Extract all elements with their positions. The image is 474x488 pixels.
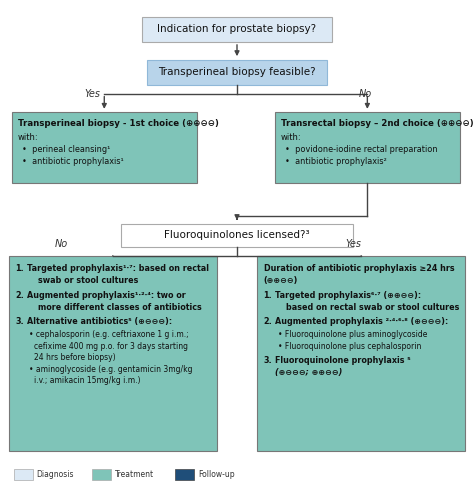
Text: No: No	[358, 89, 372, 99]
Text: No: No	[55, 239, 68, 249]
Text: 2.: 2.	[264, 317, 272, 326]
FancyBboxPatch shape	[9, 256, 217, 451]
Text: •  antibiotic prophylaxis²: • antibiotic prophylaxis²	[285, 157, 387, 166]
Text: i.v.; amikacin 15mg/kg i.m.): i.v.; amikacin 15mg/kg i.m.)	[34, 376, 141, 386]
Text: based on rectal swab or stool cultures: based on rectal swab or stool cultures	[275, 303, 459, 312]
Bar	[14, 469, 33, 480]
Text: •  antibiotic prophylaxis¹: • antibiotic prophylaxis¹	[22, 157, 124, 166]
Text: 3.: 3.	[264, 356, 272, 365]
FancyBboxPatch shape	[12, 112, 197, 183]
Text: Follow-up: Follow-up	[198, 470, 235, 479]
Text: Indication for prostate biopsy?: Indication for prostate biopsy?	[157, 24, 317, 34]
Text: Diagnosis: Diagnosis	[36, 470, 73, 479]
Text: • aminoglycoside (e.g. gentamicin 3mg/kg: • aminoglycoside (e.g. gentamicin 3mg/kg	[29, 365, 193, 374]
Text: more different classes of antibiotics: more different classes of antibiotics	[27, 303, 201, 312]
Text: 1.: 1.	[264, 290, 272, 300]
FancyBboxPatch shape	[121, 224, 353, 247]
Text: Transperineal biopsy - 1st choice (⊕⊕⊖⊖): Transperineal biopsy - 1st choice (⊕⊕⊖⊖)	[18, 119, 219, 128]
Text: Yes: Yes	[84, 89, 100, 99]
Text: •  povidone-iodine rectal preparation: • povidone-iodine rectal preparation	[285, 145, 438, 154]
FancyBboxPatch shape	[257, 256, 465, 451]
Text: • Fluoroquinolone plus aminoglycoside: • Fluoroquinolone plus aminoglycoside	[278, 330, 427, 339]
Text: 3.: 3.	[15, 317, 24, 326]
Text: Yes: Yes	[345, 239, 361, 249]
Text: 1.: 1.	[15, 264, 24, 273]
Text: • cephalosporin (e.g. ceftriaxone 1 g i.m.;: • cephalosporin (e.g. ceftriaxone 1 g i.…	[29, 330, 189, 339]
FancyBboxPatch shape	[147, 60, 327, 85]
Text: Fluoroquinolone prophylaxis ⁵: Fluoroquinolone prophylaxis ⁵	[275, 356, 410, 365]
Text: Duration of antibiotic prophylaxis ≥24 hrs: Duration of antibiotic prophylaxis ≥24 h…	[264, 264, 454, 273]
Text: Augmented prophylaxis¹‧²‧⁴: two or: Augmented prophylaxis¹‧²‧⁴: two or	[27, 290, 185, 300]
Text: (⊕⊕⊖⊖): (⊕⊕⊖⊖)	[264, 276, 298, 285]
Text: Alternative antibiotics⁵ (⊕⊖⊖⊖):: Alternative antibiotics⁵ (⊕⊖⊖⊖):	[27, 317, 172, 326]
Text: Fluoroquinolones licensed?³: Fluoroquinolones licensed?³	[164, 230, 310, 240]
Text: cefixime 400 mg p.o. for 3 days starting: cefixime 400 mg p.o. for 3 days starting	[34, 342, 188, 351]
Text: Transperineal biopsy feasible?: Transperineal biopsy feasible?	[158, 67, 316, 77]
Text: Targeted prophylaxis⁶‧⁷ (⊕⊕⊖⊖):: Targeted prophylaxis⁶‧⁷ (⊕⊕⊖⊖):	[275, 290, 421, 300]
FancyBboxPatch shape	[142, 17, 332, 42]
Text: 24 hrs before biopsy): 24 hrs before biopsy)	[34, 353, 116, 362]
Text: Treatment: Treatment	[115, 470, 154, 479]
Text: (⊕⊖⊖⊖; ⊕⊕⊖⊖): (⊕⊖⊖⊖; ⊕⊕⊖⊖)	[275, 368, 342, 377]
Text: Transrectal biopsy – 2nd choice (⊕⊕⊖⊖): Transrectal biopsy – 2nd choice (⊕⊕⊖⊖)	[281, 119, 473, 128]
Text: Targeted prophylaxis¹‧⁷: based on rectal: Targeted prophylaxis¹‧⁷: based on rectal	[27, 264, 209, 273]
Text: with:: with:	[281, 133, 301, 142]
Text: •  perineal cleansing¹: • perineal cleansing¹	[22, 145, 110, 154]
Text: swab or stool cultures: swab or stool cultures	[27, 276, 138, 285]
FancyBboxPatch shape	[275, 112, 460, 183]
Text: with:: with:	[18, 133, 38, 142]
Text: Augmented prophylaxis ²‧⁴‧⁶‧⁸ (⊕⊖⊖⊖):: Augmented prophylaxis ²‧⁴‧⁶‧⁸ (⊕⊖⊖⊖):	[275, 317, 448, 326]
Bar	[92, 469, 111, 480]
Text: • Fluoroquinolone plus cephalosporin: • Fluoroquinolone plus cephalosporin	[278, 342, 421, 351]
Bar	[175, 469, 194, 480]
Text: 2.: 2.	[15, 290, 24, 300]
